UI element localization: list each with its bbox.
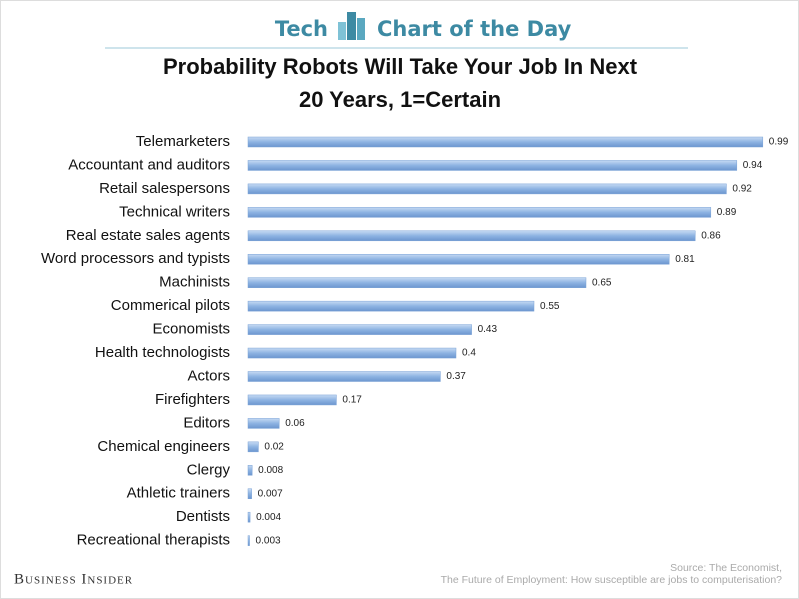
bar — [247, 324, 472, 335]
value-label: 0.007 — [258, 488, 283, 499]
bar — [247, 535, 250, 546]
value-label: 0.99 — [769, 137, 789, 148]
value-label: 0.17 — [342, 395, 362, 406]
bar — [247, 511, 251, 523]
category-label: Machinists — [159, 274, 230, 291]
chart-title-group: Probability Robots Will Take Your Job In… — [163, 54, 638, 112]
category-label: Health technologists — [95, 344, 230, 361]
bar — [247, 418, 280, 429]
value-label: 0.65 — [592, 277, 612, 288]
chart-title: Probability Robots Will Take Your Job In… — [163, 54, 638, 112]
bar — [247, 160, 738, 171]
header-icon — [338, 12, 365, 40]
bar — [247, 300, 535, 312]
category-label: Athletic trainers — [127, 485, 230, 502]
category-label: Commerical pilots — [111, 297, 230, 314]
header-left: Tech — [275, 17, 328, 41]
category-label: Editors — [183, 414, 230, 431]
value-label: 0.4 — [462, 348, 476, 359]
category-label: Retail salespersons — [99, 180, 230, 197]
value-label: 0.94 — [743, 160, 763, 171]
value-label: 0.81 — [675, 254, 695, 265]
value-label: 0.003 — [256, 535, 281, 546]
value-label: 0.89 — [717, 207, 737, 218]
category-label: Dentists — [176, 508, 230, 525]
category-label: Accountant and auditors — [68, 156, 230, 173]
bar — [247, 441, 259, 453]
value-label: 0.37 — [446, 371, 466, 382]
value-label: 0.92 — [732, 184, 752, 195]
bar — [247, 394, 337, 406]
value-label: 0.06 — [285, 418, 305, 429]
bar — [247, 230, 696, 242]
category-label: Real estate sales agents — [66, 227, 230, 244]
source-detail: The Future of Employment: How susceptibl… — [441, 574, 783, 586]
value-label: 0.02 — [264, 441, 284, 452]
category-label: Word processors and typists — [41, 250, 230, 267]
category-label: Actors — [187, 367, 230, 384]
bar — [247, 183, 727, 195]
bar — [247, 347, 457, 359]
bar — [247, 465, 253, 476]
bar — [247, 207, 712, 218]
bar — [247, 136, 764, 148]
value-label: 0.43 — [478, 324, 498, 335]
value-label: 0.008 — [258, 465, 283, 476]
category-label: Chemical engineers — [97, 438, 230, 455]
bar — [247, 371, 441, 382]
value-label: 0.004 — [256, 512, 281, 523]
category-label: Clergy — [187, 461, 231, 478]
category-label: Economists — [152, 321, 230, 338]
category-label: Firefighters — [155, 391, 230, 408]
header-right: Chart of the Day — [377, 17, 572, 41]
category-label: Telemarketers — [136, 133, 230, 150]
bar — [247, 277, 587, 288]
bar — [247, 488, 252, 499]
bar — [247, 254, 670, 265]
value-label: 0.55 — [540, 301, 560, 312]
category-label: Technical writers — [119, 203, 230, 220]
category-label: Recreational therapists — [77, 532, 230, 549]
source: Source: The Economist, — [670, 562, 782, 574]
value-label: 0.86 — [701, 230, 721, 241]
brand: Business Insider — [14, 571, 133, 587]
